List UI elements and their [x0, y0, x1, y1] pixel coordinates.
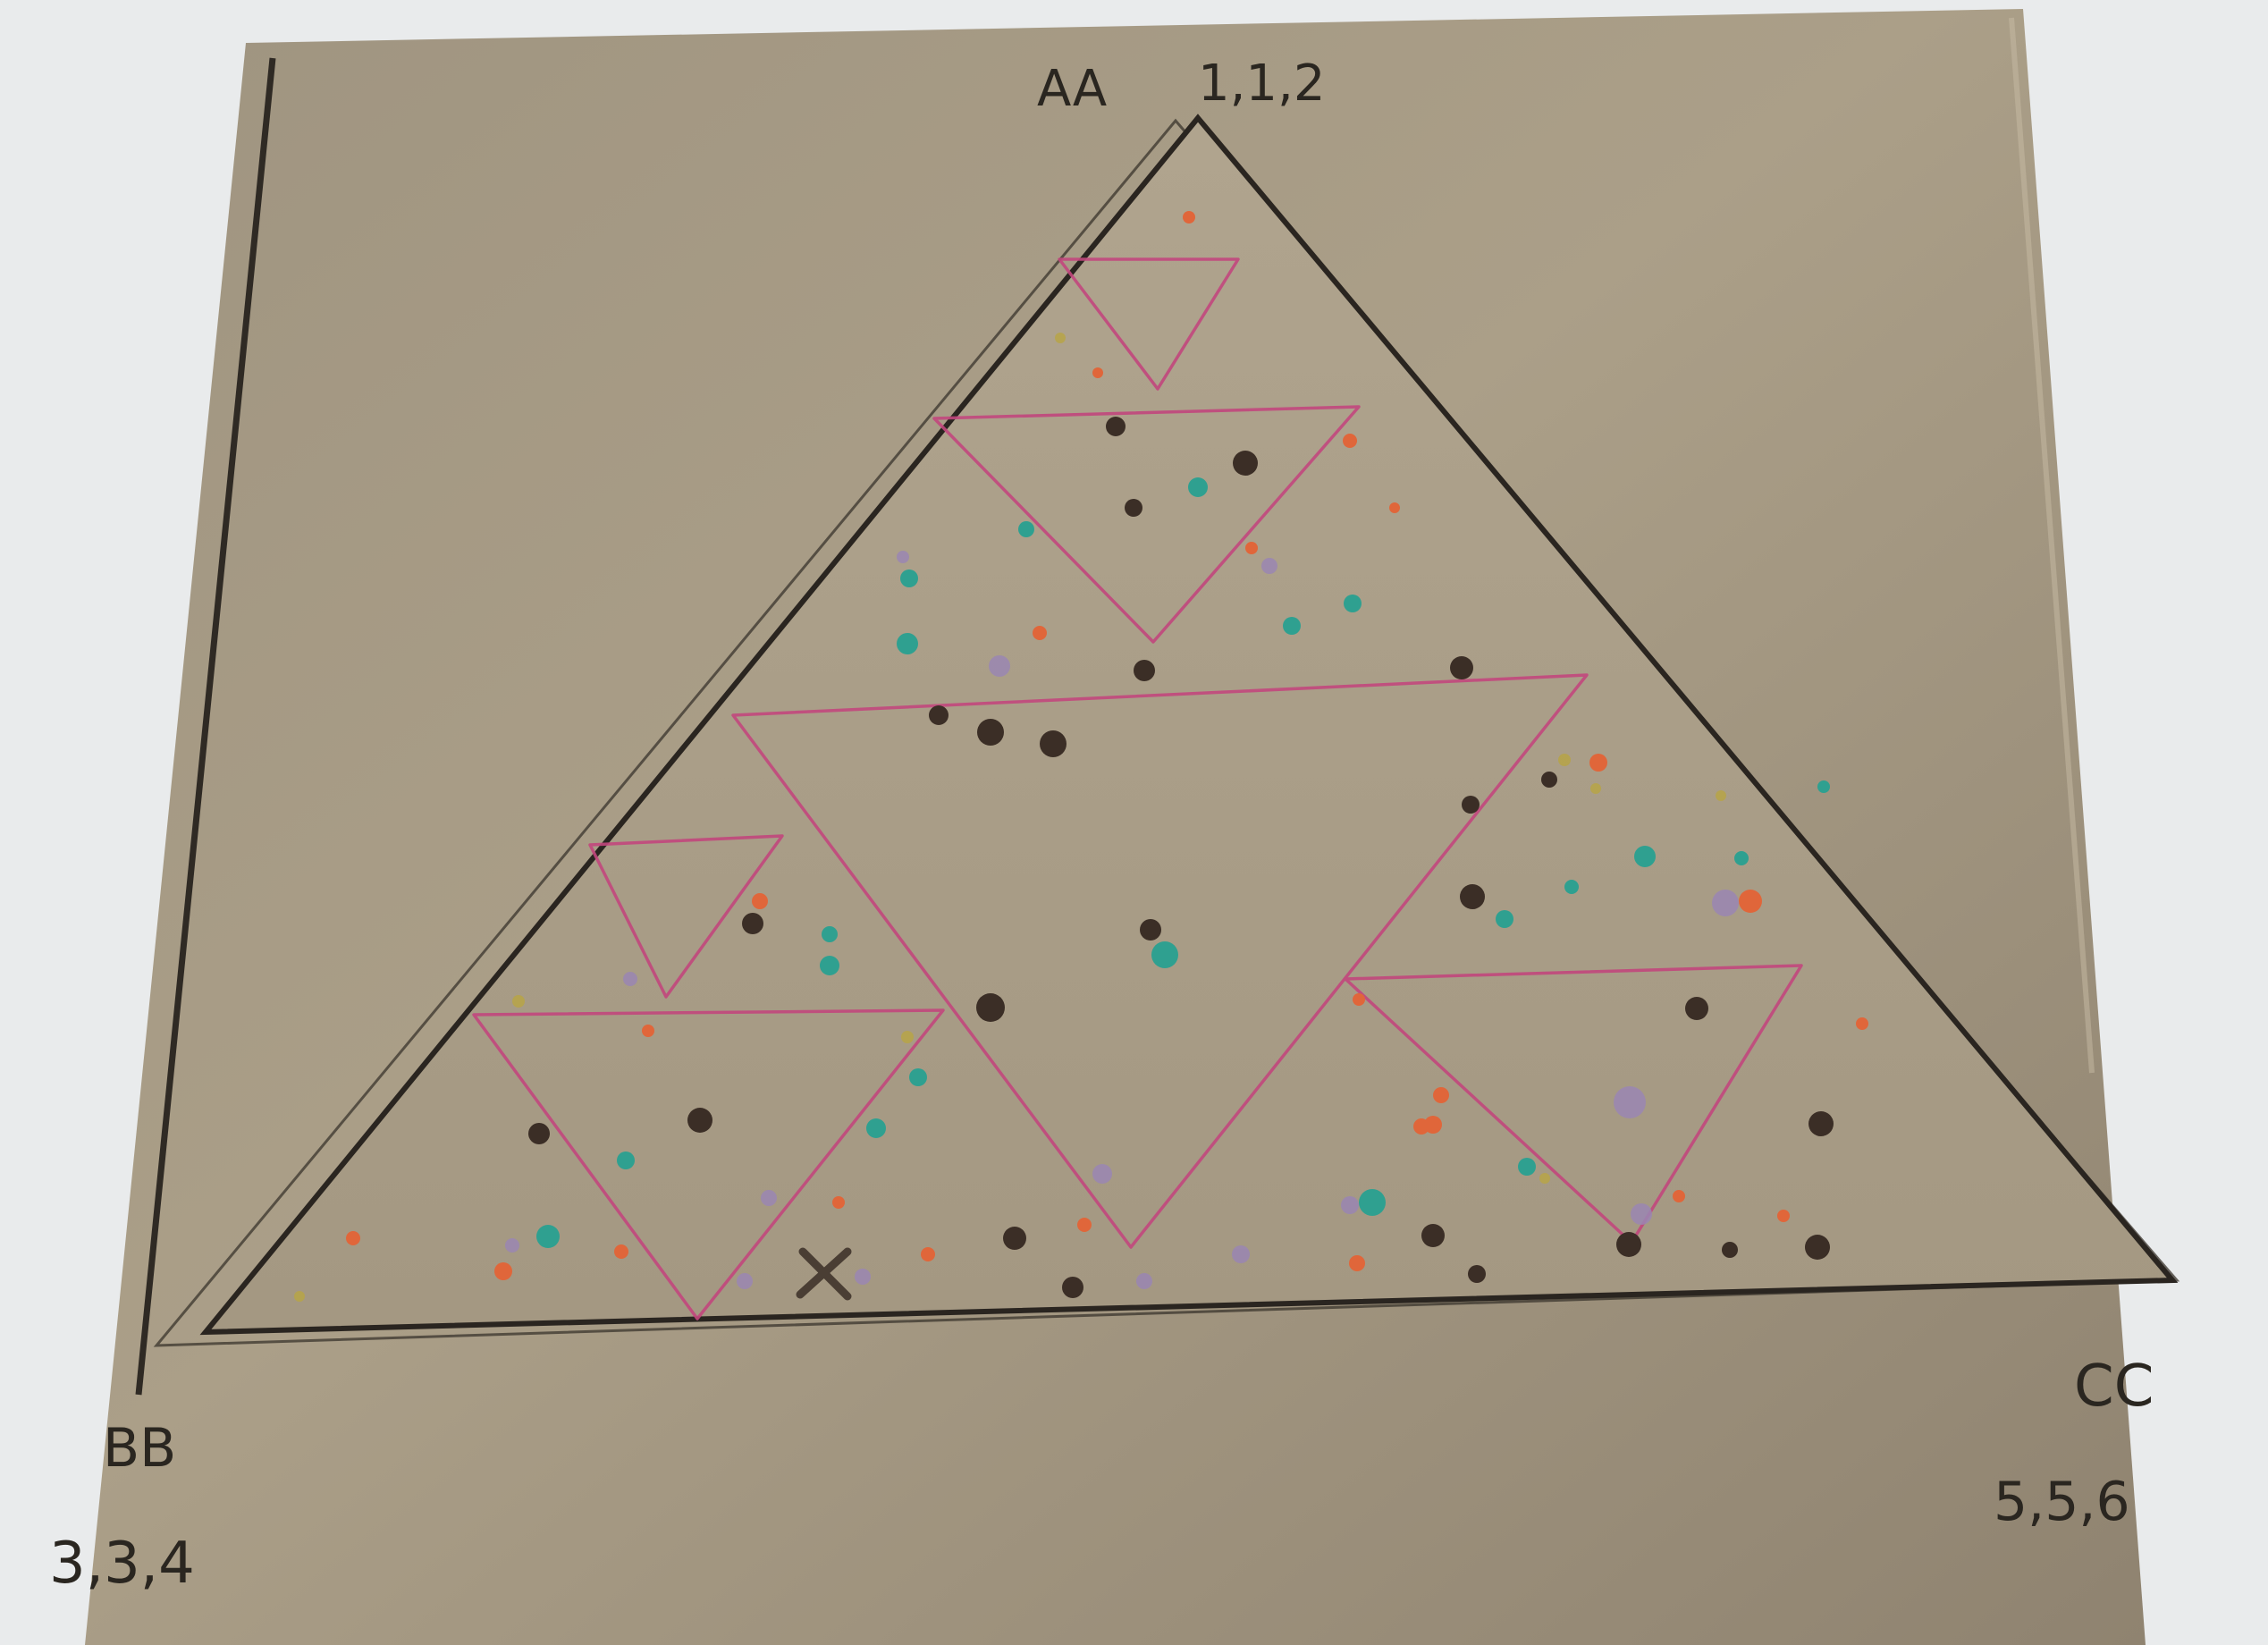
label-left-numbers: 3,3,4 [49, 1531, 195, 1597]
dark-dots [528, 417, 1834, 1298]
x-mark [796, 1247, 852, 1301]
purple-dots [505, 551, 1739, 1289]
label-right-letters: CC [2074, 1354, 2154, 1420]
label-right-numbers: 5,5,6 [1994, 1471, 2130, 1533]
label-left-letters: BB [103, 1417, 176, 1480]
label-top-letters: AA [1037, 60, 1107, 118]
pink-triangle-center [731, 673, 1589, 1249]
pink-triangle-upper [932, 405, 1361, 644]
pink-subdivisions [472, 257, 1803, 1320]
pink-triangle-right [1344, 964, 1803, 1244]
main-triangle [199, 114, 2179, 1336]
yellow-dots [294, 333, 1726, 1302]
teal-dots [536, 477, 1830, 1248]
pink-triangle-left-small [588, 834, 784, 999]
orange-dots [346, 211, 1868, 1280]
label-top-numbers: 1,1,2 [1198, 55, 1326, 113]
sheet-right-edge-highlight [2009, 17, 2095, 1074]
pink-triangle-top [1058, 257, 1240, 391]
sheet-left-edge [135, 57, 276, 1396]
pink-triangle-left-lower [472, 1008, 945, 1320]
